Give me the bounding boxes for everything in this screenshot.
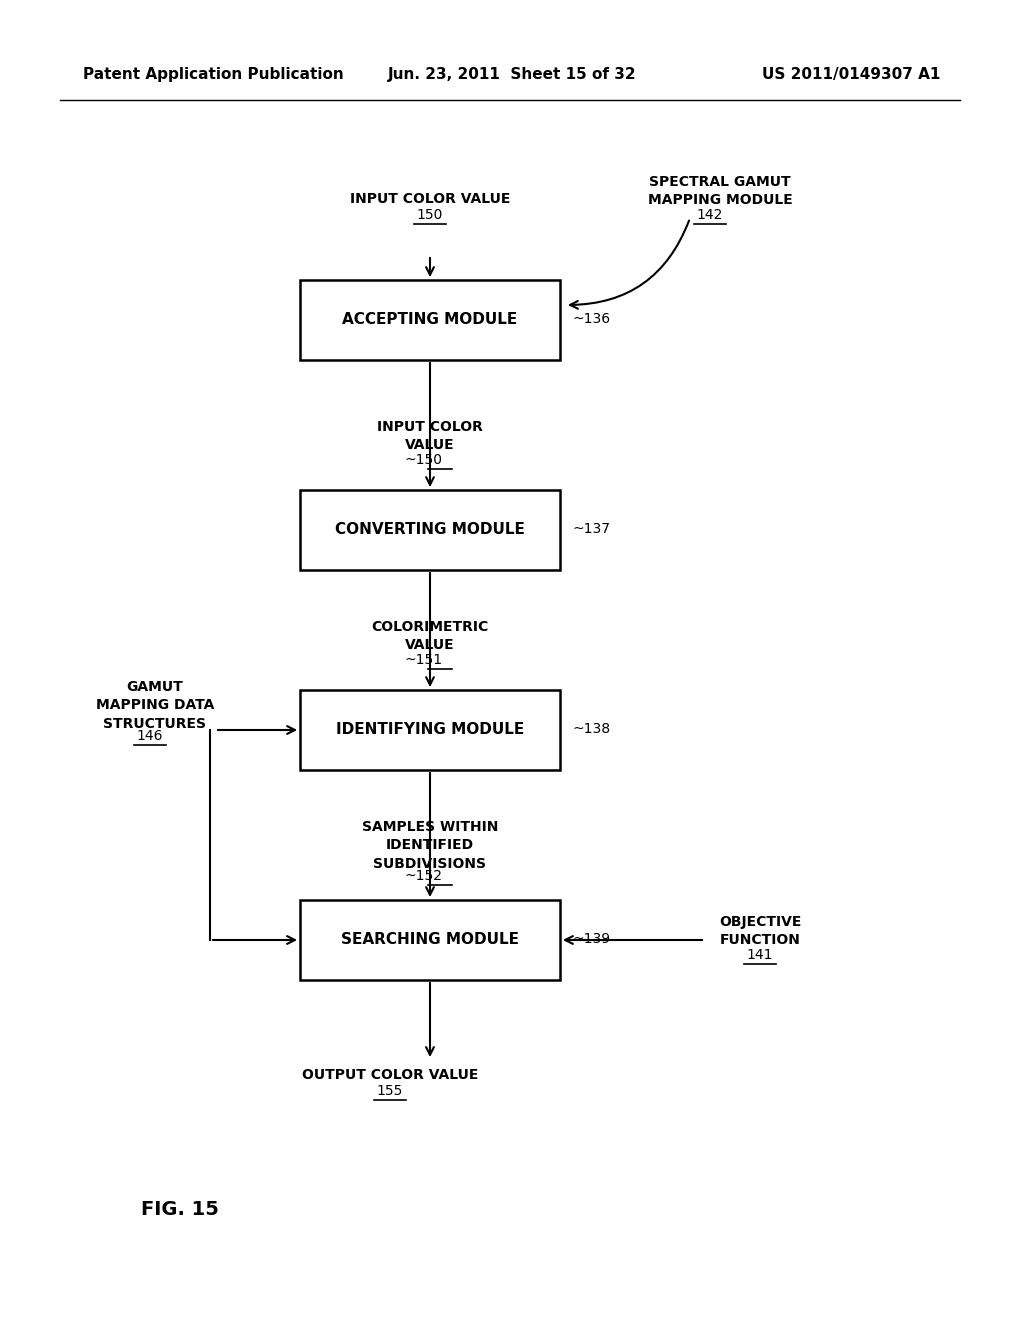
Text: GAMUT
MAPPING DATA
STRUCTURES: GAMUT MAPPING DATA STRUCTURES [96,680,214,731]
Text: ~136: ~136 [572,312,610,326]
Bar [300,490,560,570]
Text: INPUT COLOR
VALUE: INPUT COLOR VALUE [377,420,483,453]
Text: ~139: ~139 [572,932,610,946]
Text: OUTPUT COLOR VALUE: OUTPUT COLOR VALUE [302,1068,478,1082]
Text: Jun. 23, 2011  Sheet 15 of 32: Jun. 23, 2011 Sheet 15 of 32 [388,67,636,82]
Text: ACCEPTING MODULE: ACCEPTING MODULE [342,313,517,327]
Text: 141: 141 [746,948,773,962]
Text: INPUT COLOR VALUE: INPUT COLOR VALUE [350,191,510,206]
Bar [300,280,560,360]
Text: OBJECTIVE
FUNCTION: OBJECTIVE FUNCTION [719,915,801,948]
Text: ~150: ~150 [406,453,443,467]
Text: 142: 142 [696,209,723,222]
Text: ~152: ~152 [406,869,443,883]
Text: Patent Application Publication: Patent Application Publication [83,67,344,82]
Text: ~138: ~138 [572,722,610,737]
Text: ~137: ~137 [572,521,610,536]
Text: COLORIMETRIC
VALUE: COLORIMETRIC VALUE [372,620,488,652]
Text: CONVERTING MODULE: CONVERTING MODULE [335,523,525,537]
Bar [300,690,560,770]
Bar [300,900,560,979]
Text: SPECTRAL GAMUT
MAPPING MODULE: SPECTRAL GAMUT MAPPING MODULE [647,176,793,207]
Text: SEARCHING MODULE: SEARCHING MODULE [341,932,519,948]
Text: 155: 155 [377,1084,403,1098]
Text: IDENTIFYING MODULE: IDENTIFYING MODULE [336,722,524,738]
Text: 150: 150 [417,209,443,222]
Text: ~151: ~151 [404,653,443,667]
Text: SAMPLES WITHIN
IDENTIFIED
SUBDIVISIONS: SAMPLES WITHIN IDENTIFIED SUBDIVISIONS [361,820,499,871]
Text: 146: 146 [137,729,163,743]
Text: US 2011/0149307 A1: US 2011/0149307 A1 [762,67,940,82]
Text: FIG. 15: FIG. 15 [141,1200,219,1218]
